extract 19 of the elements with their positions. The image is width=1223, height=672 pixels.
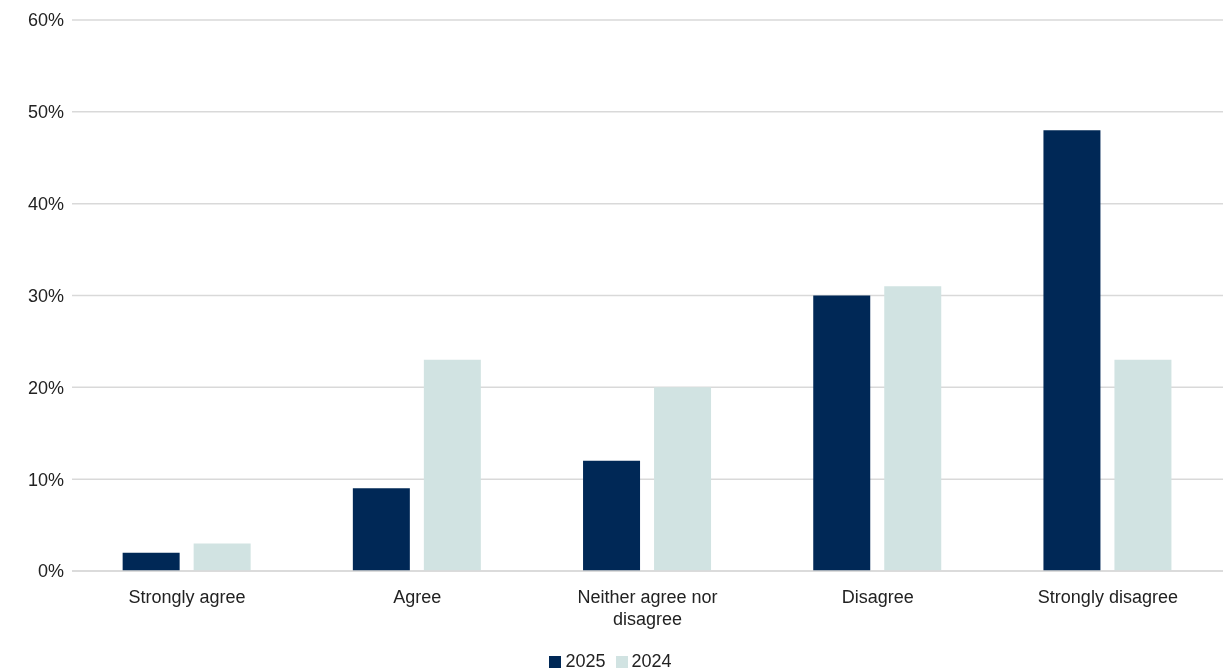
y-tick-label: 40% <box>27 194 64 215</box>
y-tick-label: 20% <box>27 377 64 398</box>
bar <box>813 295 871 571</box>
y-tick-label: 0% <box>37 561 64 582</box>
y-tick-label: 60% <box>27 10 64 31</box>
x-tick-label: Strongly disagree <box>1037 587 1178 607</box>
bar <box>1043 130 1101 571</box>
x-tick-label: Neither agree nor disagree <box>577 587 718 629</box>
y-tick-label: 30% <box>27 285 64 306</box>
x-tick-label: Strongly agree <box>128 587 246 607</box>
legend-label: 2024 <box>631 651 672 671</box>
bar <box>583 460 641 571</box>
y-tick-label: 50% <box>27 102 64 123</box>
x-tick-label: Agree <box>393 587 442 607</box>
legend-label: 2025 <box>565 651 606 671</box>
bar <box>122 552 180 571</box>
bar <box>352 488 410 571</box>
x-tick-label: Disagree <box>841 587 914 607</box>
y-tick-label: 10% <box>27 469 64 490</box>
